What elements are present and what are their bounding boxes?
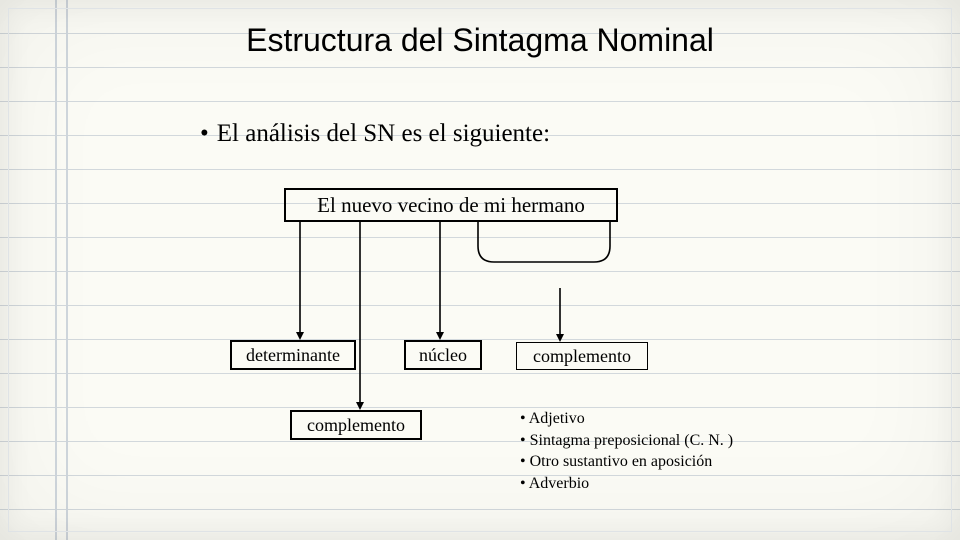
- example-sentence-box: El nuevo vecino de mi hermano: [284, 188, 618, 222]
- list-item: Adverbio: [520, 473, 733, 495]
- complemento-type-list: Adjetivo Sintagma preposicional (C. N. )…: [520, 408, 733, 494]
- notebook-background: [0, 0, 960, 540]
- nucleo-box: núcleo: [404, 340, 482, 370]
- list-item: Otro sustantivo en aposición: [520, 451, 733, 473]
- subtitle: • El análisis del SN es el siguiente:: [200, 120, 550, 148]
- page-title: Estructura del Sintagma Nominal: [0, 22, 960, 59]
- determinante-box: determinante: [230, 340, 356, 370]
- subtitle-text: El análisis del SN es el siguiente:: [217, 120, 550, 147]
- list-item: Adjetivo: [520, 408, 733, 430]
- complemento-left-box: complemento: [290, 410, 422, 440]
- complemento-right-box: complemento: [516, 342, 648, 370]
- bullet-icon: •: [200, 120, 209, 147]
- list-item: Sintagma preposicional (C. N. ): [520, 430, 733, 452]
